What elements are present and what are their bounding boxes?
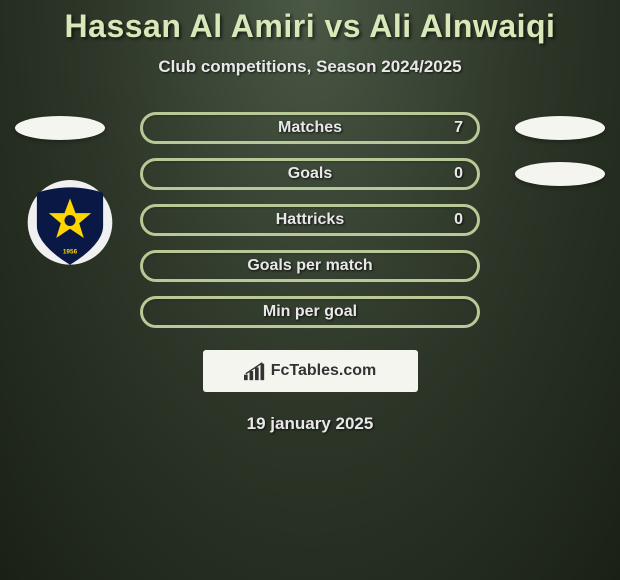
stat-value: 0 <box>454 211 463 229</box>
badge-right-goals <box>515 162 605 186</box>
stat-label: Min per goal <box>263 303 357 321</box>
stat-bar-mpg: Min per goal <box>140 296 480 328</box>
subtitle: Club competitions, Season 2024/2025 <box>0 57 620 77</box>
stat-value: 7 <box>454 119 463 137</box>
badge-right-matches <box>515 116 605 140</box>
stat-row-matches: Matches 7 <box>0 112 620 144</box>
ellipse-badge-left <box>15 116 105 140</box>
stat-label: Hattricks <box>276 211 344 229</box>
date-text: 19 january 2025 <box>0 414 620 434</box>
brand-text: FcTables.com <box>271 362 377 380</box>
stat-bar-gpm: Goals per match <box>140 250 480 282</box>
shield-icon: ATTAAWOUN FC 1956 <box>24 180 116 272</box>
ellipse-badge-right <box>515 116 605 140</box>
ellipse-badge-right <box>515 162 605 186</box>
stat-bar-hattricks: Hattricks 0 <box>140 204 480 236</box>
stat-row-mpg: Min per goal <box>0 296 620 328</box>
brand-badge: FcTables.com <box>203 350 418 392</box>
stat-bar-goals: Goals 0 <box>140 158 480 190</box>
club-badge-altaawoun: ATTAAWOUN FC 1956 <box>24 180 116 272</box>
badge-left-matches <box>15 116 105 140</box>
stat-value: 0 <box>454 165 463 183</box>
stat-label: Goals per match <box>247 257 372 275</box>
chart-icon <box>244 361 266 381</box>
stat-label: Goals <box>288 165 332 183</box>
svg-text:ATTAAWOUN FC: ATTAAWOUN FC <box>48 192 92 198</box>
page-title: Hassan Al Amiri vs Ali Alnwaiqi <box>0 8 620 45</box>
svg-text:1956: 1956 <box>63 249 78 256</box>
stat-label: Matches <box>278 119 342 137</box>
stat-bar-matches: Matches 7 <box>140 112 480 144</box>
